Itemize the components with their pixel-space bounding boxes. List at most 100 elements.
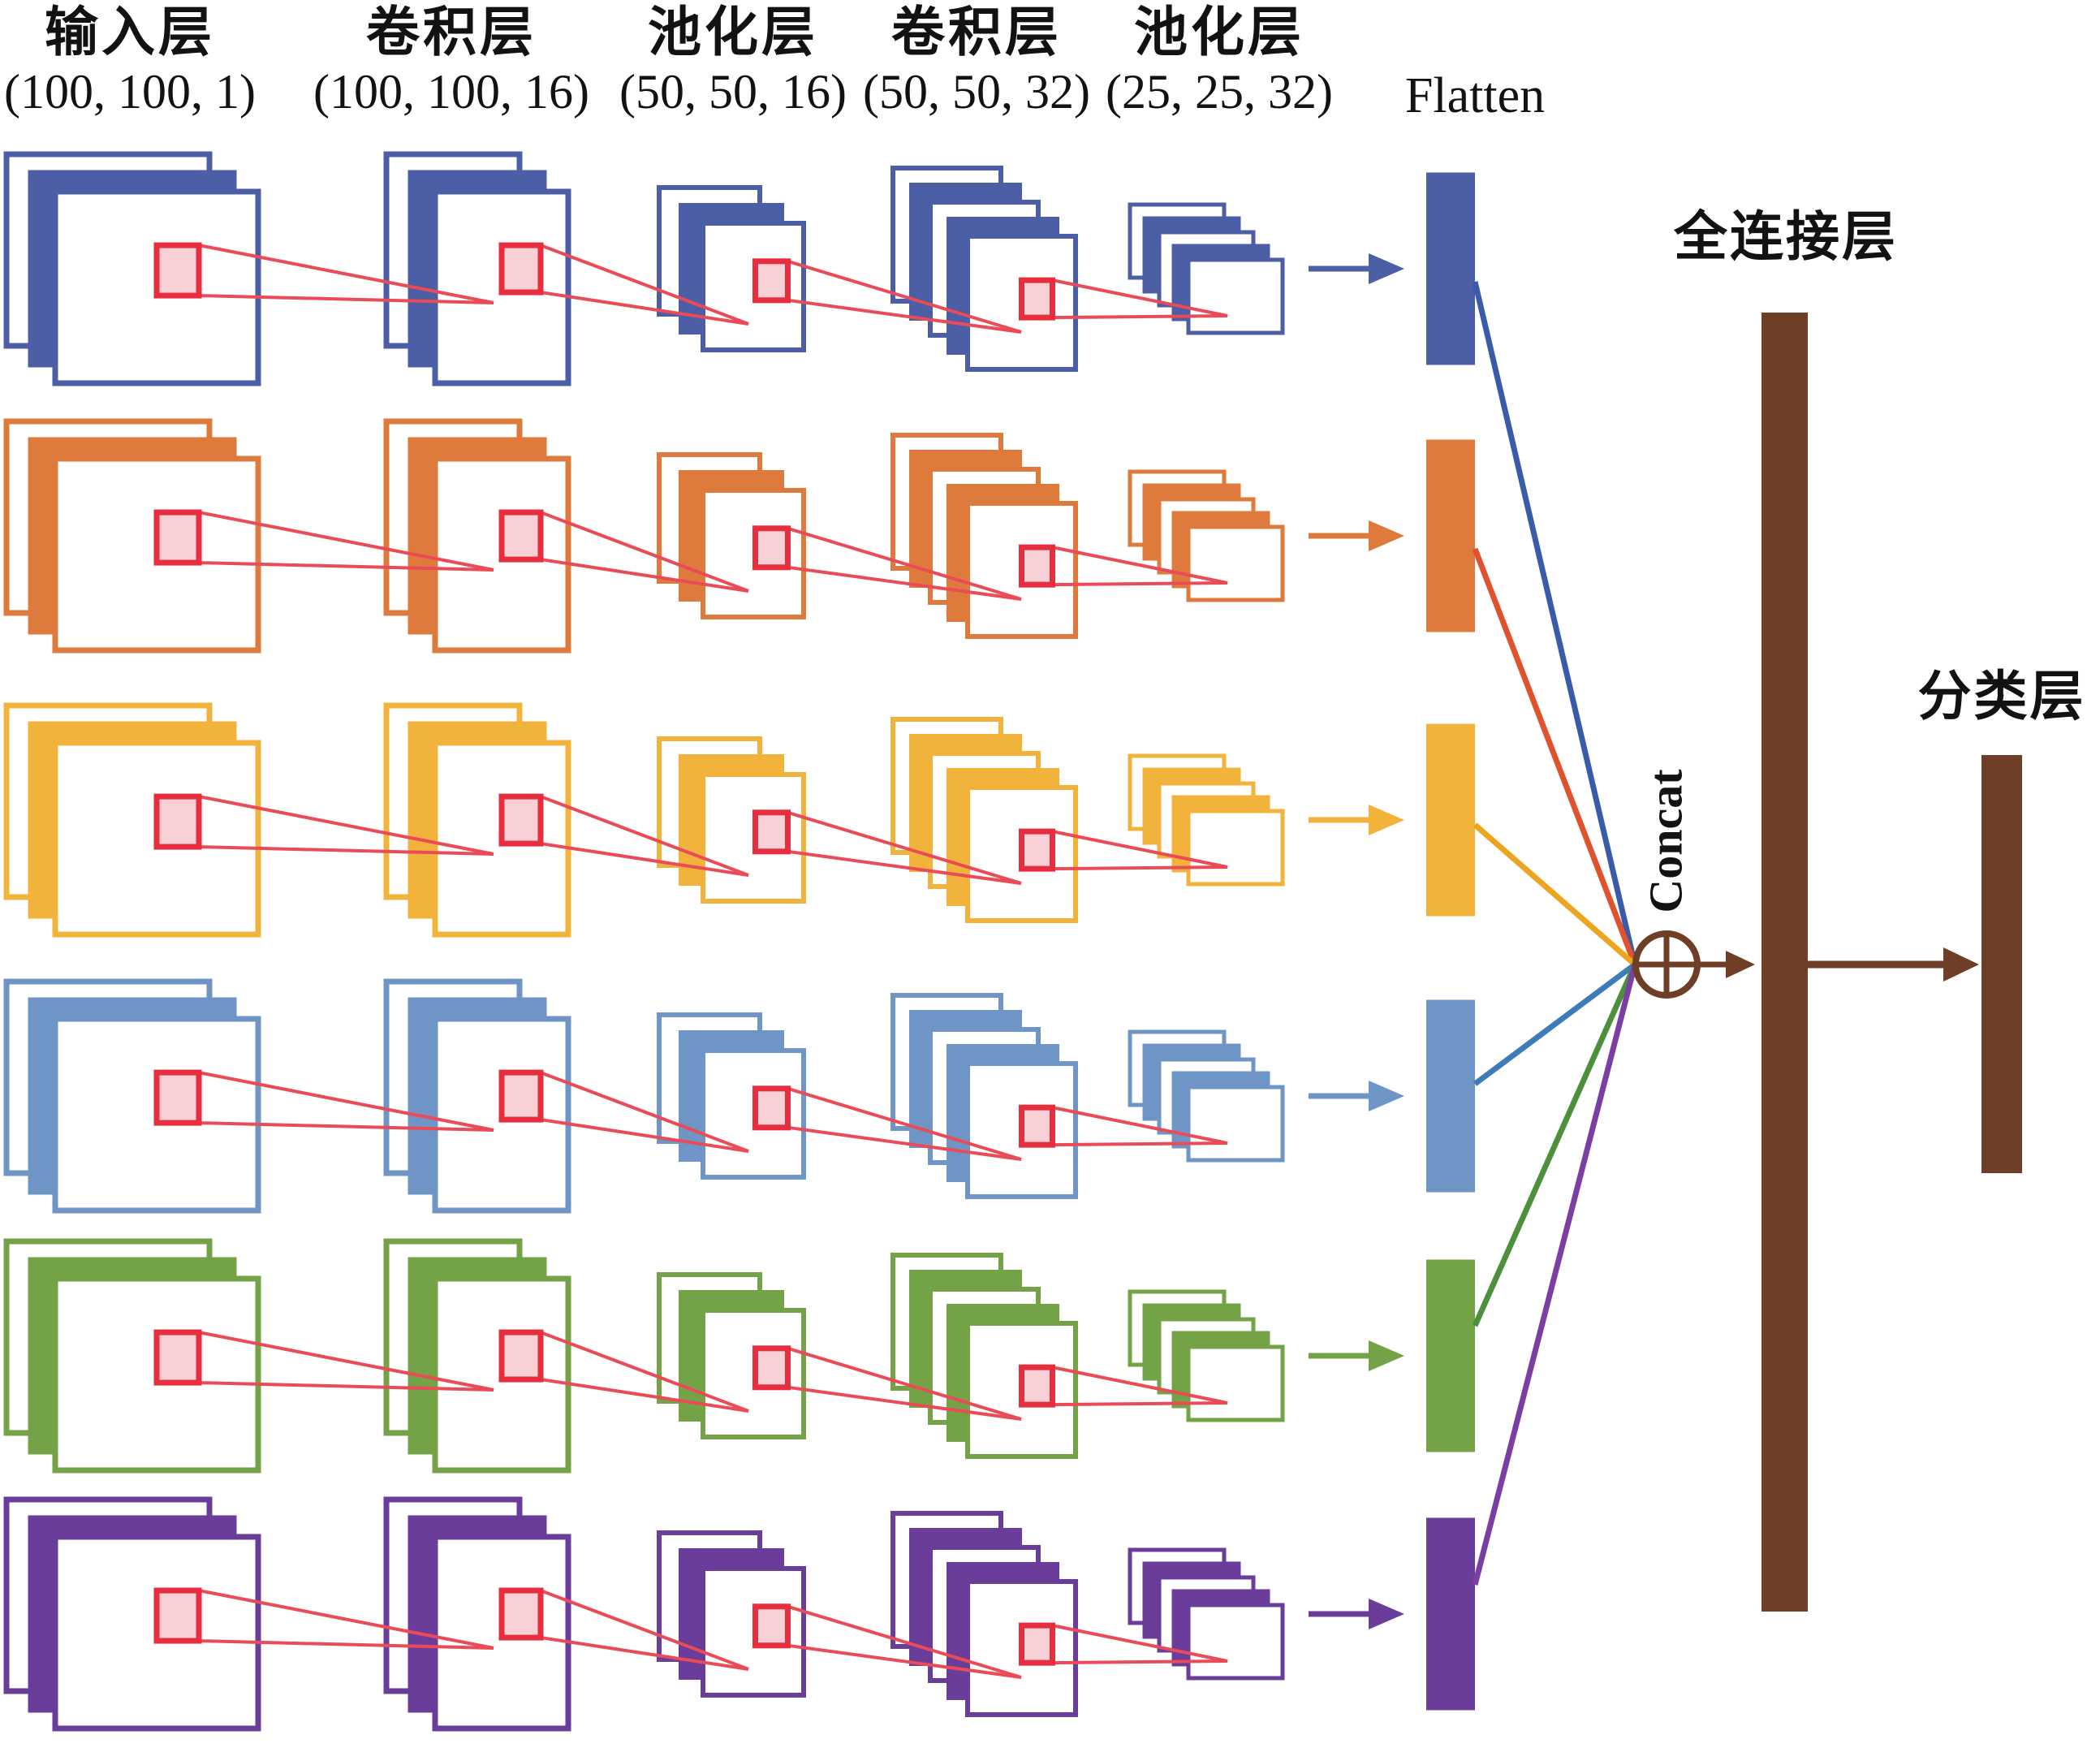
col-label-pool1: 池化层 — [648, 3, 818, 63]
branch-2-orange-receptive-line — [787, 526, 1022, 601]
branch-4-blue-pool2-feature-map — [1186, 1085, 1285, 1163]
branch-2-orange-pool2-feature-map — [1186, 524, 1285, 602]
branch-1-indigo-pool1-kernel-box — [752, 258, 791, 304]
branch-4-blue-receptive-line — [787, 1125, 1022, 1161]
branch-2-orange-flatten-bar — [1426, 439, 1475, 632]
branch-6-purple-flatten-arrowhead — [1369, 1599, 1404, 1629]
branch-5-green-input-kernel-box — [153, 1329, 202, 1386]
branch-2-orange-concat-line — [1472, 547, 1638, 966]
branch-6-purple-pool1-kernel-box — [752, 1603, 791, 1649]
branch-5-green-concat-line — [1472, 963, 1638, 1327]
branch-1-indigo-receptive-line — [540, 291, 749, 326]
branch-6-purple-concat-line — [1472, 964, 1638, 1586]
branch-4-blue-receptive-line — [540, 1071, 749, 1153]
branch-6-purple-pool2-feature-map — [1186, 1603, 1285, 1681]
branch-6-purple-receptive-line — [1052, 1659, 1228, 1665]
branch-3-amber-receptive-line — [540, 842, 749, 877]
branch-1-indigo-receptive-line — [1052, 314, 1228, 320]
branch-2-orange-conv2-kernel-box — [1019, 544, 1055, 588]
branch-3-amber-flatten-bar — [1426, 723, 1475, 917]
branch-5-green-receptive-line — [198, 1331, 494, 1392]
branch-1-indigo-conv2-kernel-box — [1019, 277, 1055, 321]
branch-6-purple-receptive-line — [198, 1589, 494, 1650]
fully-connected-bar — [1761, 313, 1808, 1612]
branch-2-orange-flatten-arrowhead — [1369, 520, 1404, 551]
fc-to-classifier-arrowhead — [1943, 947, 1979, 982]
branch-5-green-receptive-line — [1052, 1366, 1228, 1405]
branch-4-blue-input-kernel-box — [153, 1069, 202, 1126]
branch-2-orange-receptive-line — [787, 565, 1022, 601]
branch-6-purple-receptive-line — [787, 1604, 1022, 1679]
branch-2-orange-receptive-line — [540, 511, 749, 593]
branch-5-green-conv2-feature-map — [965, 1321, 1078, 1459]
branch-4-blue-flatten-arrowhead — [1369, 1081, 1404, 1111]
branch-4-blue-concat-line — [1473, 962, 1637, 1086]
fully-connected-label: 全连接层 — [1674, 208, 1898, 267]
concat-to-fc-arrowhead — [1726, 951, 1755, 978]
branch-4-blue-flatten-bar — [1426, 999, 1475, 1193]
branch-1-indigo-receptive-line — [787, 298, 1022, 334]
branch-2-orange-input-kernel-box — [153, 509, 202, 566]
branch-4-blue-receptive-line — [198, 1121, 494, 1132]
col-label-pool2: 池化层 — [1134, 3, 1304, 63]
col-label-conv2: 卷积层 — [891, 3, 1062, 63]
branch-6-purple-receptive-line — [540, 1589, 749, 1671]
branch-2-orange-receptive-line — [1052, 581, 1228, 587]
branch-3-amber-pool1-kernel-box — [752, 809, 791, 855]
branch-3-amber-conv1-kernel-box — [498, 793, 544, 847]
branch-6-purple-receptive-line — [787, 1643, 1022, 1679]
branch-2-orange-conv2-feature-map — [965, 501, 1078, 639]
col-dims-conv1: (100, 100, 16) — [313, 65, 589, 119]
branch-5-green-receptive-line — [787, 1385, 1022, 1421]
branch-3-amber-pool2-feature-map — [1186, 809, 1285, 887]
col-dims-input: (100, 100, 1) — [4, 65, 256, 119]
branch-1-indigo-pool2-feature-map — [1186, 257, 1285, 335]
branch-1-indigo-receptive-line — [1052, 278, 1228, 317]
flatten-label: Flatten — [1404, 68, 1546, 123]
branch-1-indigo-flatten-arrowhead — [1369, 253, 1404, 284]
branch-1-indigo-input-kernel-box — [153, 242, 202, 299]
col-dims-conv2: (50, 50, 32) — [863, 65, 1090, 119]
branch-5-green-conv1-kernel-box — [498, 1329, 544, 1383]
branch-1-indigo-receptive-line — [540, 244, 749, 326]
branch-2-orange-conv1-kernel-box — [498, 509, 544, 563]
branch-3-amber-concat-line — [1473, 822, 1637, 967]
col-dims-pool2: (25, 25, 32) — [1106, 65, 1333, 119]
branch-5-green-receptive-line — [540, 1331, 749, 1413]
branch-1-indigo-receptive-line — [198, 294, 494, 304]
branch-2-orange-pool1-kernel-box — [752, 525, 791, 571]
branch-5-green-receptive-line — [540, 1378, 749, 1413]
branch-6-purple-receptive-line — [1052, 1624, 1228, 1663]
branch-5-green-conv2-kernel-box — [1019, 1364, 1055, 1408]
branch-3-amber-receptive-line — [1052, 865, 1228, 871]
branch-5-green-pool1-kernel-box — [752, 1345, 791, 1391]
branch-3-amber-receptive-line — [198, 795, 494, 856]
branch-4-blue-receptive-line — [1052, 1106, 1228, 1145]
branch-3-amber-input-kernel-box — [153, 793, 202, 850]
branch-1-indigo-conv2-feature-map — [965, 234, 1078, 372]
branch-6-purple-receptive-line — [198, 1639, 494, 1650]
branch-5-green-pool2-feature-map — [1186, 1344, 1285, 1422]
concat-label: Concat — [1639, 769, 1693, 913]
branch-1-indigo-flatten-bar — [1426, 172, 1475, 365]
branch-3-amber-receptive-line — [198, 845, 494, 856]
branch-4-blue-receptive-line — [1052, 1141, 1228, 1147]
branch-3-amber-receptive-line — [787, 849, 1022, 885]
col-label-conv1: 卷积层 — [366, 3, 537, 63]
branch-5-green-receptive-line — [1052, 1401, 1228, 1407]
branch-6-purple-conv2-kernel-box — [1019, 1622, 1055, 1666]
branch-6-purple-input-kernel-box — [153, 1587, 202, 1644]
branch-4-blue-receptive-line — [540, 1118, 749, 1153]
branch-5-green-flatten-bar — [1426, 1259, 1475, 1452]
branch-4-blue-conv2-kernel-box — [1019, 1104, 1055, 1148]
branch-4-blue-receptive-line — [198, 1071, 494, 1132]
branch-4-blue-pool1-kernel-box — [752, 1085, 791, 1131]
branch-5-green-receptive-line — [787, 1346, 1022, 1421]
classifier-label: 分类层 — [1917, 667, 2086, 727]
branch-6-purple-receptive-line — [540, 1636, 749, 1671]
branch-2-orange-receptive-line — [1052, 546, 1228, 585]
branch-2-orange-receptive-line — [540, 558, 749, 593]
branch-1-indigo-concat-line — [1472, 281, 1638, 965]
